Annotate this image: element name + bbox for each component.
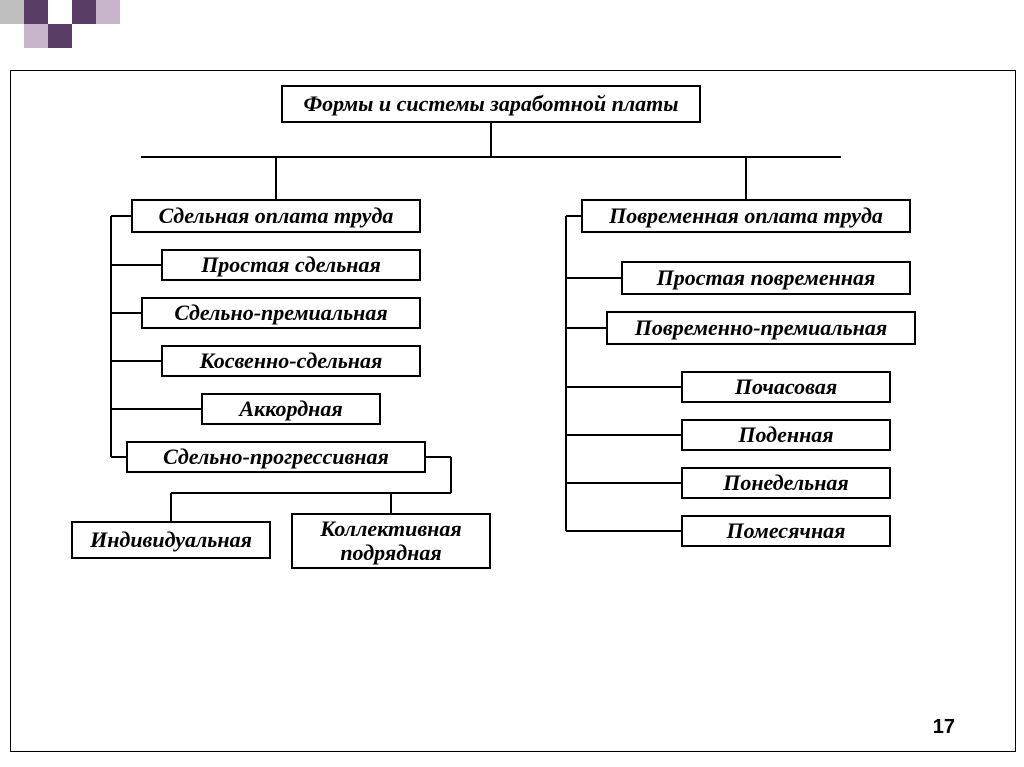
decor-square	[24, 0, 48, 24]
node-r2: Повременно-премиальная	[606, 311, 916, 345]
node-root: Формы и системы заработной платы	[281, 85, 701, 123]
page-number: 17	[933, 716, 955, 739]
node-r3: Почасовая	[681, 371, 891, 403]
node-l1: Простая сдельная	[161, 249, 421, 281]
node-r1: Простая повременная	[621, 261, 911, 295]
decor-square	[0, 0, 24, 24]
node-l5: Сдельно-прогрессивная	[126, 441, 426, 473]
node-l2: Сдельно-премиальная	[141, 297, 421, 329]
decor-square	[96, 0, 120, 24]
node-r6: Помесячная	[681, 515, 891, 547]
decor-square	[24, 24, 48, 48]
node-l3: Косвенно-сдельная	[161, 345, 421, 377]
node-ll2: Коллективная подрядная	[291, 513, 491, 569]
node-left-header: Сдельная оплата труда	[131, 199, 421, 233]
decor-square	[48, 24, 72, 48]
node-r4: Поденная	[681, 419, 891, 451]
node-l4: Аккордная	[201, 393, 381, 425]
connector-lines	[11, 71, 1015, 751]
node-ll1: Индивидуальная	[71, 521, 271, 559]
node-right-header: Повременная оплата труда	[581, 199, 911, 233]
diagram-canvas: Формы и системы заработной платы Сдельна…	[10, 70, 1016, 752]
node-r5: Понедельная	[681, 467, 891, 499]
decor-square	[72, 0, 96, 24]
